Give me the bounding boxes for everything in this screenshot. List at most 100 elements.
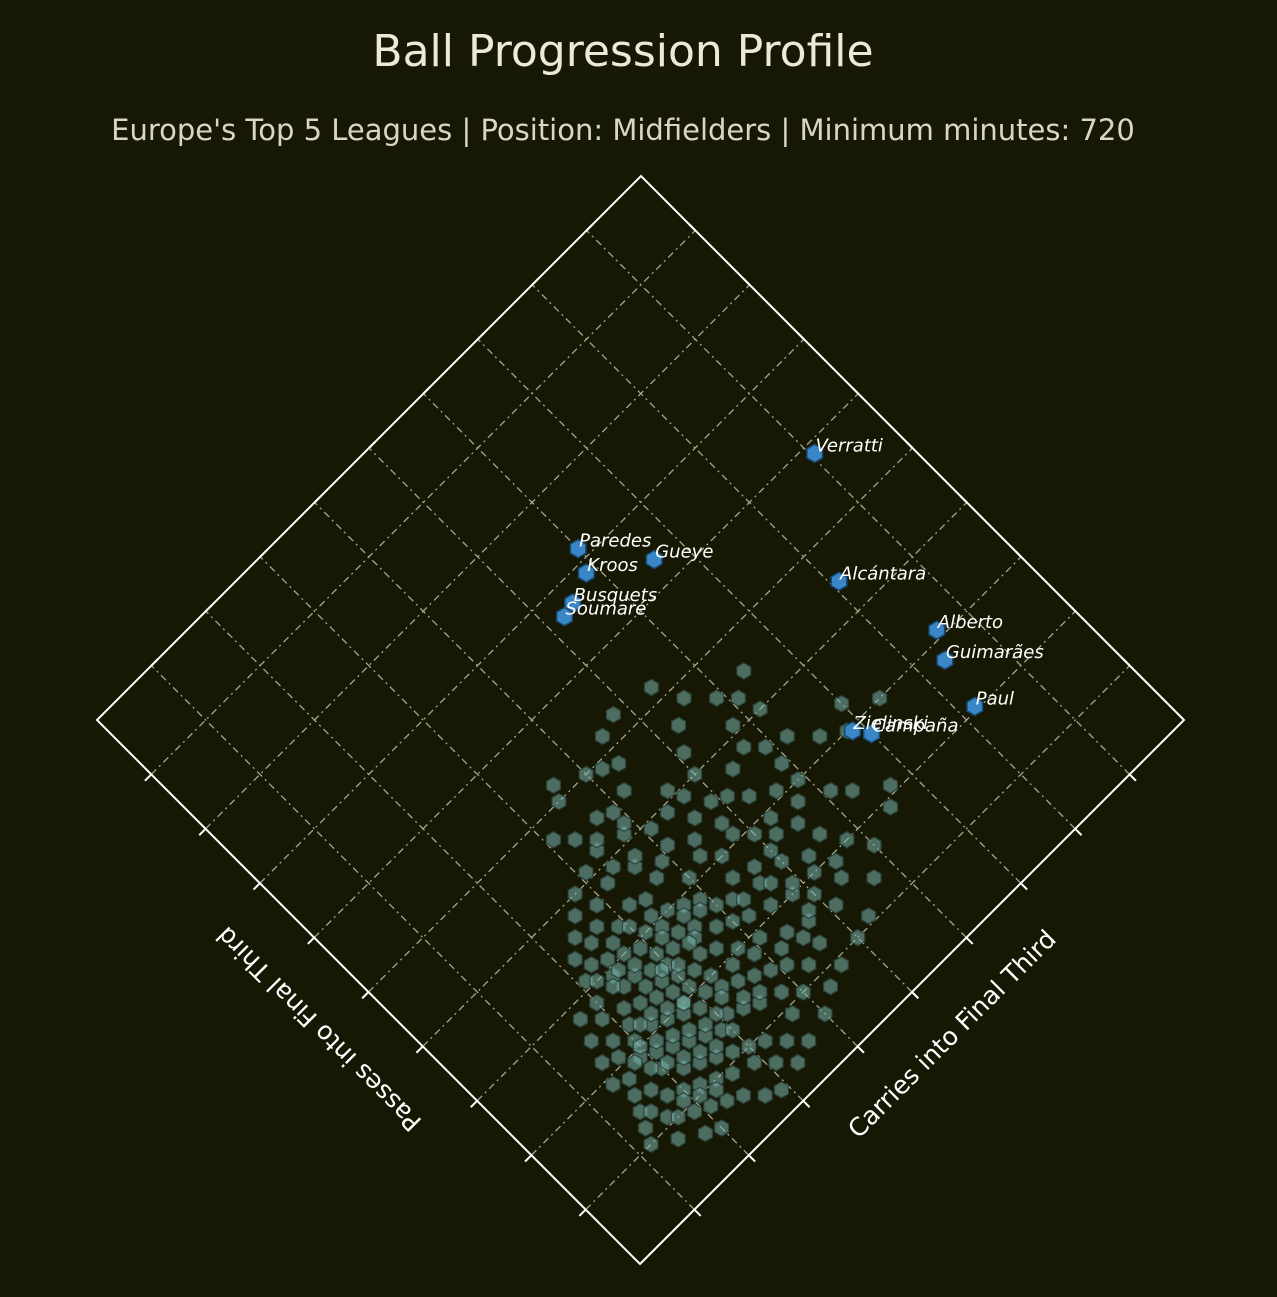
grid-line-y <box>530 610 1076 1156</box>
scatter-point <box>828 852 844 871</box>
scatter-point <box>741 1037 757 1056</box>
y-tick-mark-top <box>1122 658 1131 667</box>
x-tick-mark-top <box>150 658 159 667</box>
x-tick-mark <box>1128 773 1137 782</box>
scatter-point <box>746 945 762 963</box>
scatter-point <box>616 945 632 963</box>
scatter-point <box>822 977 839 996</box>
scatter-point <box>866 836 882 854</box>
scatter-point <box>823 782 839 800</box>
player-label: Gueye <box>655 542 713 563</box>
scatter-point <box>741 907 757 925</box>
scatter-point <box>741 787 757 805</box>
scatter-point <box>681 869 697 887</box>
scatter-point <box>654 928 670 947</box>
scatter-point <box>643 907 659 925</box>
scatter-point <box>611 754 627 773</box>
x-tick-mark <box>965 936 974 945</box>
chart-title: Ball Progression Profile <box>372 26 873 77</box>
scatter-point <box>774 939 790 958</box>
scatter-point <box>567 907 583 925</box>
scatter-point <box>768 825 784 843</box>
scatter-point <box>763 961 779 979</box>
highlighted-point <box>966 696 984 717</box>
scatter-point <box>643 1005 659 1023</box>
scatter-point <box>594 1054 610 1072</box>
scatter-point <box>801 956 817 974</box>
scatter-point <box>708 1005 724 1023</box>
highlighted-point <box>928 620 946 641</box>
player-label: Alberto <box>937 612 1003 633</box>
scatter-point <box>643 1059 659 1077</box>
scatter-point <box>659 836 676 854</box>
grid-line-y <box>205 284 751 830</box>
y-tick-mark <box>307 936 315 945</box>
scatter-point <box>719 787 735 805</box>
x-tick-mark <box>856 1045 865 1054</box>
player-label: Guimarães <box>946 642 1044 663</box>
scatter-point <box>882 776 899 794</box>
scatter-point <box>736 662 752 680</box>
scatter-point <box>627 1054 643 1072</box>
grid-line-y <box>422 501 968 1047</box>
scatter-point <box>708 918 724 936</box>
scatter-point <box>648 1032 665 1050</box>
highlighted-point <box>936 650 954 671</box>
highlighted-point <box>569 538 587 559</box>
scatter-point <box>632 994 648 1012</box>
scatter-point <box>616 825 632 843</box>
scatter-point <box>736 890 752 909</box>
grid-line-x <box>314 501 859 1047</box>
scatter-point <box>833 956 849 974</box>
grid-line-y <box>476 556 1022 1102</box>
player-label: Busquets <box>574 585 657 606</box>
tick-marks <box>144 223 1137 1217</box>
scatter-point <box>697 1124 713 1143</box>
scatter-point <box>654 961 670 979</box>
scatter-point <box>578 765 594 784</box>
grid-line-x <box>477 338 1022 884</box>
scatter-point <box>687 809 703 827</box>
scatter-point <box>638 977 654 996</box>
scatter-point <box>790 792 806 811</box>
player-label: Kroos <box>587 555 638 576</box>
y-tick-mark-top <box>905 440 914 449</box>
y-tick-mark-top <box>959 495 968 504</box>
scatter-point <box>784 874 801 892</box>
x-tick-mark-top <box>531 277 540 286</box>
scatter-point <box>659 1086 675 1105</box>
scatter-point <box>725 716 741 735</box>
grid-line-x <box>205 610 750 1156</box>
scatter-point <box>638 890 654 909</box>
player-label: Paul <box>976 688 1014 709</box>
scatter-point <box>735 1086 751 1105</box>
y-tick-mark-top <box>796 332 805 340</box>
scatter-point <box>621 896 638 914</box>
scatter-point <box>790 814 806 833</box>
scatter-point <box>605 803 621 822</box>
scatter-point <box>697 1015 714 1034</box>
scatter-point <box>714 814 730 833</box>
scatter-point <box>774 754 790 773</box>
scatter-point <box>605 934 621 952</box>
scatter-point <box>703 1097 719 1115</box>
x-tick-mark <box>748 1154 756 1163</box>
x-tick-mark-top <box>313 495 322 504</box>
scatter-point <box>648 1043 665 1061</box>
scatter-point <box>692 1043 708 1061</box>
scatter-point <box>670 716 687 735</box>
scatter-point <box>779 923 795 941</box>
scatter-point <box>605 858 621 876</box>
scatter-point <box>795 983 811 1001</box>
scatter-point <box>768 1054 784 1072</box>
scatter-point <box>763 896 779 914</box>
chart-subtitle: Europe's Top 5 Leagues | Position: Midfi… <box>111 113 1135 147</box>
scatter-point <box>708 939 724 958</box>
scatter-point <box>665 939 681 958</box>
scatter-point <box>681 934 697 952</box>
scatter-point <box>621 918 638 936</box>
scatter-point <box>795 928 811 947</box>
scatter-point <box>589 918 605 936</box>
y-tick-mark <box>415 1045 424 1054</box>
